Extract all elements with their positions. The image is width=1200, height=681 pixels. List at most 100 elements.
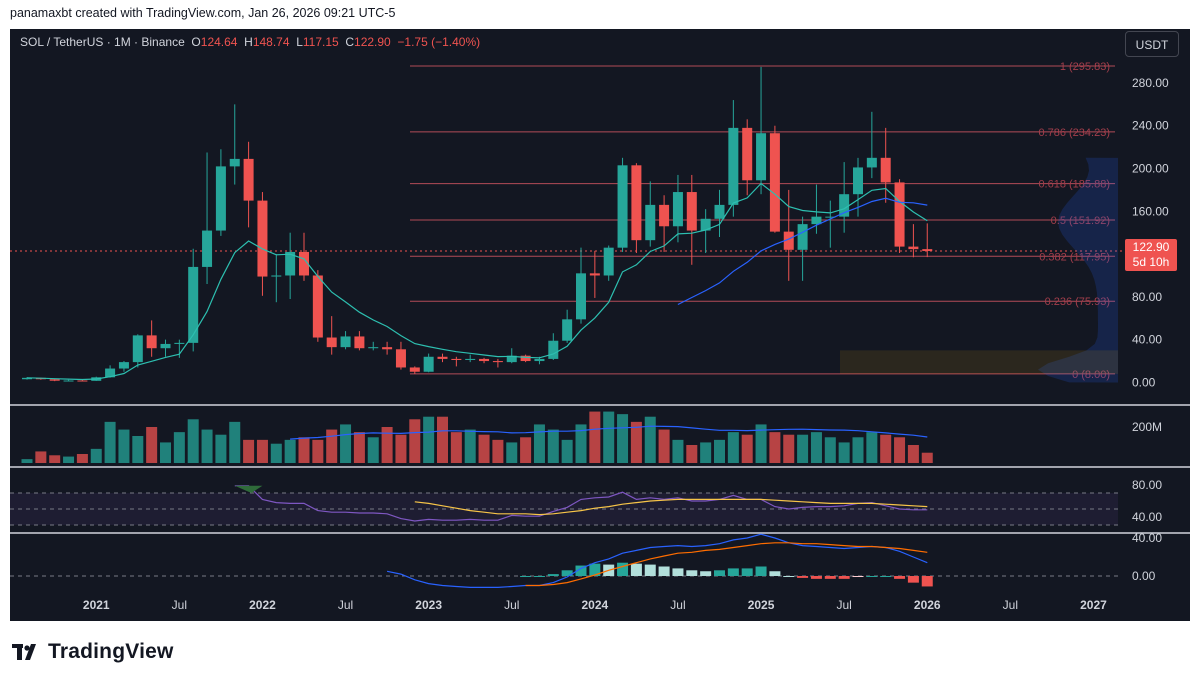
volume-bar	[118, 429, 130, 463]
candle-body	[603, 247, 614, 276]
candle-body	[576, 273, 586, 320]
candle-body	[645, 204, 656, 241]
volume-bar	[187, 419, 199, 463]
volume-bar	[603, 411, 615, 463]
volume-bar	[437, 416, 448, 463]
rsi-pane: 80.00 40.00	[10, 478, 1162, 526]
attribution-text: panamaxbt created with TradingView.com, …	[10, 6, 396, 20]
volume-bar	[492, 439, 504, 463]
change-value: −1.75 (−1.40%)	[397, 35, 481, 49]
candle-body	[312, 275, 323, 338]
price-tick-label: 200.00	[1132, 162, 1169, 176]
volume-ma-line	[290, 425, 928, 440]
currency-button[interactable]: USDT	[1125, 31, 1179, 57]
volume-bar	[921, 452, 933, 463]
candle-body	[700, 218, 711, 231]
time-tick-label: 2025	[748, 598, 775, 612]
tradingview-logo[interactable]: TradingView	[12, 638, 174, 666]
last-price-value: 122.90	[1132, 240, 1170, 254]
volume-bar	[714, 439, 725, 463]
volume-bar	[894, 437, 906, 463]
macd-histogram-bar	[575, 565, 587, 576]
candle-body	[354, 336, 365, 349]
candle-body	[811, 216, 822, 225]
volume-bar	[63, 456, 75, 463]
close-label: C	[345, 35, 355, 49]
time-tick-label: Jul	[670, 598, 685, 612]
macd-histogram-bar	[838, 576, 850, 579]
volume-bar	[755, 424, 767, 463]
time-tick-label: Jul	[338, 598, 353, 612]
fib-label: 0.618 (185.88)	[1038, 179, 1110, 191]
time-tick-label: Jul	[504, 598, 519, 612]
candle-body	[382, 347, 393, 350]
price-tick-label: 240.00	[1132, 119, 1169, 133]
macd-histogram-bar	[783, 576, 795, 577]
candle-body	[118, 362, 129, 369]
volume-bar	[49, 455, 61, 463]
close-value: 122.90	[354, 35, 391, 49]
candle-body	[492, 361, 503, 363]
last-price-tag: 122.90 5d 10h	[1125, 239, 1177, 271]
candle-body	[340, 336, 351, 348]
volume-bar	[381, 427, 393, 463]
macd-histogram-bar	[741, 568, 753, 576]
candle-body	[423, 356, 434, 372]
volume-bar	[353, 432, 365, 463]
time-axis[interactable]: 2021 Jul 2022 Jul 2023 Jul 2024 Jul 2025 Jul 2026 J…	[83, 598, 1107, 612]
price-tick-label: 160.00	[1132, 204, 1169, 218]
candle-body	[728, 127, 739, 205]
candle-body	[756, 133, 767, 181]
volume-bar	[160, 442, 171, 463]
candle-body	[202, 230, 213, 267]
candle-body	[880, 157, 891, 183]
rsi-tick-label: 40.00	[1132, 510, 1162, 524]
tradingview-wordmark: TradingView	[48, 640, 174, 663]
candle-body	[174, 342, 185, 344]
macd-histogram-bar	[769, 571, 781, 576]
volume-bar	[104, 421, 116, 463]
candle-body	[132, 335, 143, 363]
volume-bar	[298, 437, 310, 463]
volume-bar	[810, 432, 822, 463]
candle-body	[299, 251, 309, 276]
macd-histogram-bar	[852, 576, 864, 577]
volume-bar	[464, 429, 476, 463]
volume-bar	[630, 421, 642, 463]
volume-bar	[644, 416, 656, 463]
candle-body	[548, 340, 559, 359]
candle-body	[769, 133, 780, 232]
candle-body	[409, 367, 420, 372]
fib-label: 0.786 (234.23)	[1038, 127, 1110, 139]
candle-body	[257, 200, 268, 277]
trading-chart[interactable]: 1 (295.83) 0.786 (234.23) 0.618 (185.88) 0.…	[10, 29, 1190, 621]
macd-histogram-bar	[866, 576, 878, 577]
rsi-line	[234, 485, 928, 522]
candle-body	[188, 266, 199, 343]
volume-bar	[547, 429, 559, 463]
candle-body	[49, 379, 60, 381]
candle-countdown: 5d 10h	[1132, 255, 1170, 269]
macd-histogram-bar	[658, 566, 670, 576]
volume-bar	[575, 424, 587, 463]
price-axis[interactable]: 0.0040.0080.00120.00160.00200.00240.0028…	[10, 76, 1190, 534]
candle-body	[506, 355, 517, 363]
macd-tick-label: 40.00	[1132, 531, 1162, 545]
candle-body	[479, 358, 490, 362]
volume-profile-shape	[1038, 157, 1118, 383]
volume-bar	[409, 419, 421, 463]
macd-histogram-bar	[630, 563, 642, 576]
volume-bar	[783, 434, 795, 463]
volume-bar	[76, 454, 88, 463]
rsi-tick-label: 80.00	[1132, 478, 1162, 492]
candle-body	[686, 192, 697, 231]
candle-body	[271, 275, 282, 277]
volume-bar	[658, 429, 670, 463]
candle-body	[395, 349, 406, 368]
open-value: 124.64	[200, 35, 238, 49]
symbol-info[interactable]: SOL / TetherUS · 1M · Binance	[20, 35, 185, 49]
candle-body	[853, 167, 863, 195]
macd-histogram-bar	[714, 570, 725, 576]
macd-histogram-bar	[617, 562, 629, 576]
time-tick-label: 2026	[914, 598, 941, 612]
